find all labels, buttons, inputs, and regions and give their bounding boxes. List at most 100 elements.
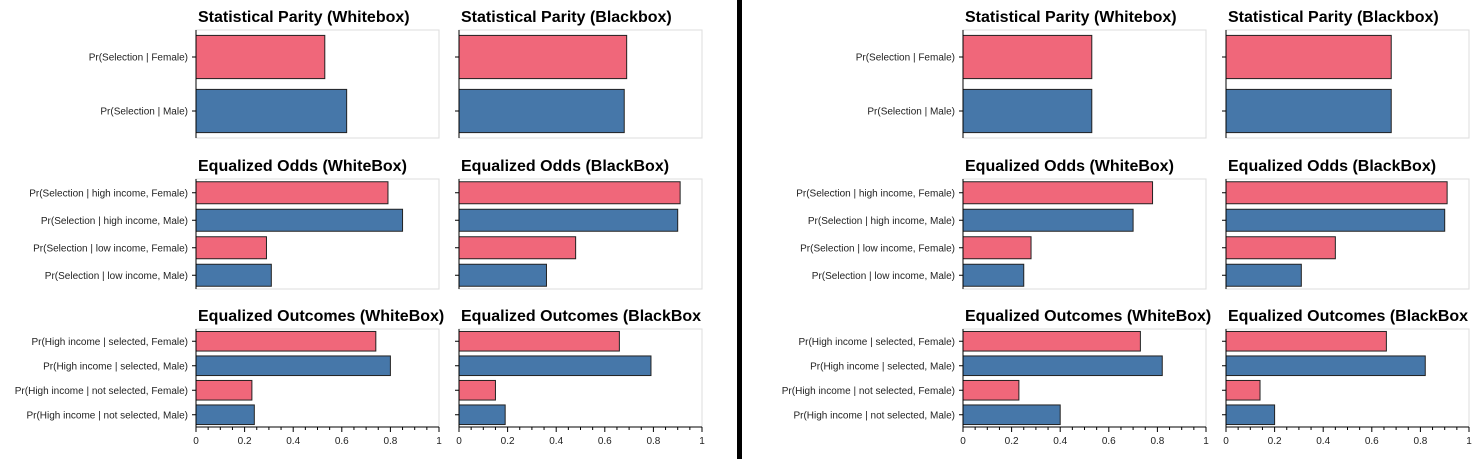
panel-2: Statistical Parity (Blackbox): [455, 9, 703, 139]
bar: [195, 34, 326, 80]
bar: [195, 263, 272, 287]
x-tick-label: 0.4: [549, 436, 563, 447]
bar: [962, 208, 1134, 232]
x-tick-label: 0: [1223, 436, 1229, 447]
bar: [962, 236, 1032, 260]
panel-4: Equalized Odds (BlackBox): [455, 158, 703, 290]
panel-5: Equalized Outcomes (WhiteBox) Pr(High inc…: [782, 308, 1211, 447]
panel-title: Equalized Odds (WhiteBox): [965, 158, 1174, 175]
x-tick-label: 0.6: [1365, 436, 1379, 447]
x-tick-label: 0: [193, 436, 199, 447]
x-tick-label: 0.2: [238, 436, 252, 447]
x-tick-label: 1: [1466, 436, 1472, 447]
x-tick-label: 0.2: [1268, 436, 1282, 447]
bar: [1225, 236, 1336, 260]
category-label: Pr(High income | selected, Male): [810, 361, 955, 372]
bar: [962, 181, 1154, 205]
category-label: Pr(Selection | high income, Male): [808, 216, 955, 227]
x-tick-label: 0.8: [383, 436, 397, 447]
category-label: Pr(Selection | low income, Male): [812, 271, 955, 282]
panel-4: Equalized Odds (BlackBox): [1222, 158, 1470, 290]
x-tick-label: 0: [960, 436, 966, 447]
category-label: Pr(Selection | low income, Female): [33, 243, 188, 254]
bar: [1225, 263, 1302, 287]
panel-title: Statistical Parity (Whitebox): [965, 9, 1177, 26]
category-label: Pr(Selection | Female): [89, 53, 188, 64]
right-figure: Statistical Parity (Whitebox) Pr(Selectio…: [782, 9, 1472, 447]
bar: [1225, 379, 1261, 401]
x-tick-label: 0.8: [1150, 436, 1164, 447]
bar: [195, 404, 255, 426]
bar: [195, 379, 253, 401]
x-tick-label: 1: [699, 436, 705, 447]
bar: [962, 330, 1141, 352]
category-label: Pr(High income | not selected, Male): [26, 410, 188, 421]
bar: [458, 379, 496, 401]
category-label: Pr(Selection | low income, Male): [45, 271, 188, 282]
bar: [195, 181, 389, 205]
category-label: Pr(Selection | high income, Female): [796, 188, 955, 199]
x-tick-label: 0.8: [1413, 436, 1427, 447]
category-label: Pr(High income | selected, Female): [31, 337, 188, 348]
bar: [962, 88, 1093, 134]
x-tick-label: 0.4: [286, 436, 300, 447]
x-tick-label: 0.6: [335, 436, 349, 447]
x-tick-label: 0.6: [1102, 436, 1116, 447]
bar: [1225, 208, 1446, 232]
panel-title: Equalized Outcomes (WhiteBox): [198, 308, 444, 325]
panel-title: Equalized Outcomes (BlackBox: [461, 308, 701, 325]
bar: [1225, 404, 1276, 426]
bar: [195, 208, 404, 232]
panel-title: Statistical Parity (Blackbox): [1228, 9, 1439, 26]
bar: [458, 236, 577, 260]
panel-6: Equalized Outcomes (BlackBox 0 0.2 0.4 0.6 0.…: [455, 308, 705, 447]
panel-3: Equalized Odds (WhiteBox) Pr(Selection | …: [796, 158, 1207, 290]
bar: [458, 88, 625, 134]
category-label: Pr(Selection | Male): [867, 107, 955, 118]
bar: [458, 330, 620, 352]
bar: [195, 330, 377, 352]
figure-divider: [737, 0, 742, 459]
panel-6: Equalized Outcomes (BlackBox 0 0.2 0.4 0.6 0.…: [1222, 308, 1472, 447]
panel-title: Equalized Outcomes (BlackBox: [1228, 308, 1468, 325]
bar: [458, 34, 628, 80]
bar: [195, 88, 348, 134]
x-tick-label: 0.6: [598, 436, 612, 447]
bar: [1225, 88, 1392, 134]
bar: [458, 404, 506, 426]
bar: [195, 236, 267, 260]
x-tick-label: 0.4: [1316, 436, 1330, 447]
bar: [962, 263, 1025, 287]
bar: [962, 379, 1020, 401]
bar: [962, 355, 1163, 377]
category-label: Pr(Selection | low income, Female): [800, 243, 955, 254]
panel-1: Statistical Parity (Whitebox) Pr(Selectio…: [89, 9, 440, 139]
category-label: Pr(Selection | Female): [856, 53, 955, 64]
category-label: Pr(Selection | high income, Male): [41, 216, 188, 227]
category-label: Pr(High income | not selected, Male): [793, 410, 955, 421]
x-tick-label: 0.2: [501, 436, 515, 447]
category-label: Pr(Selection | high income, Female): [29, 188, 188, 199]
panel-5: Equalized Outcomes (WhiteBox) Pr(High inc…: [15, 308, 444, 447]
x-tick-label: 0: [456, 436, 462, 447]
bar: [195, 355, 391, 377]
category-label: Pr(High income | not selected, Female): [15, 386, 188, 397]
category-label: Pr(High income | not selected, Female): [782, 386, 955, 397]
panel-title: Equalized Odds (WhiteBox): [198, 158, 407, 175]
bar: [962, 404, 1061, 426]
x-tick-label: 0.2: [1005, 436, 1019, 447]
bar: [1225, 355, 1426, 377]
bar: [962, 34, 1093, 80]
x-tick-label: 0.8: [646, 436, 660, 447]
category-label: Pr(Selection | Male): [100, 107, 188, 118]
category-label: Pr(High income | selected, Female): [798, 337, 955, 348]
bar: [1225, 34, 1392, 80]
panel-3: Equalized Odds (WhiteBox) Pr(Selection | …: [29, 158, 440, 290]
x-tick-label: 0.4: [1053, 436, 1067, 447]
panel-2: Statistical Parity (Blackbox): [1222, 9, 1470, 139]
panel-title: Equalized Odds (BlackBox): [461, 158, 669, 175]
x-tick-label: 1: [1203, 436, 1209, 447]
bar: [458, 355, 652, 377]
bar: [458, 181, 681, 205]
